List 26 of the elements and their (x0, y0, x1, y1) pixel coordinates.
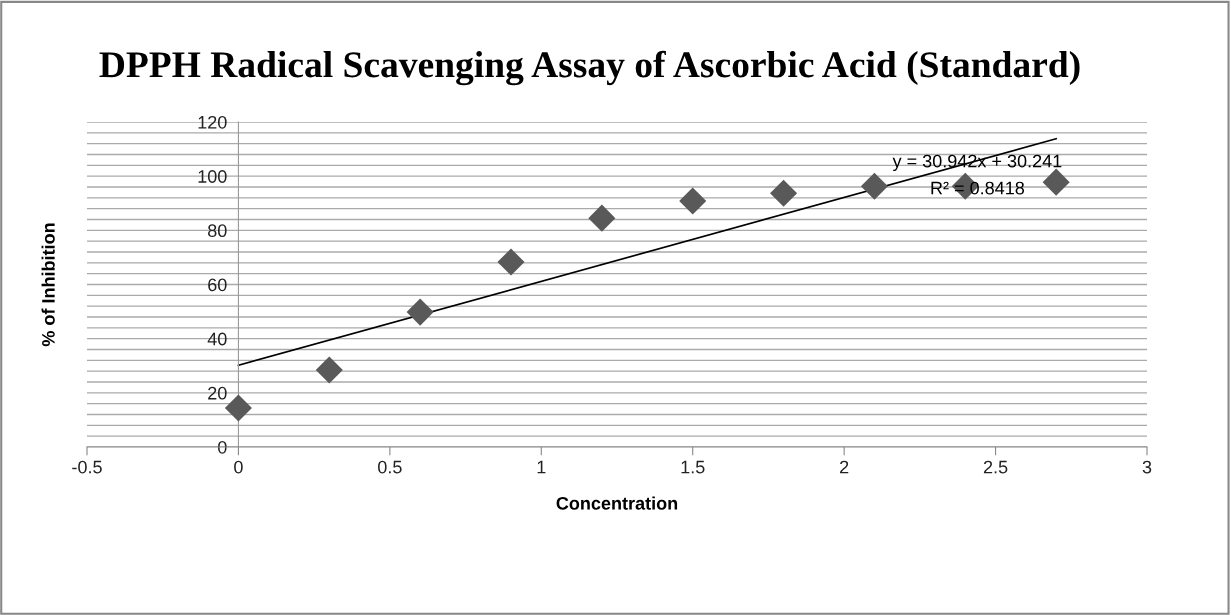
x-tick-label: 3 (1142, 460, 1152, 474)
x-axis-title: Concentration (556, 496, 678, 510)
point (770, 179, 798, 207)
point (679, 187, 707, 215)
y-tick-label: 120 (198, 115, 227, 129)
y-tick-label: 0 (217, 440, 227, 454)
x-tick-label: 1.5 (681, 460, 705, 474)
y-tick-label: 100 (198, 170, 227, 183)
y-tick-label: 60 (208, 278, 227, 292)
y-tick-label: 40 (207, 332, 227, 346)
x-tick-label: 1 (537, 460, 546, 474)
y-axis-title: % of Inhibition (41, 223, 55, 347)
point (406, 298, 434, 326)
point (588, 204, 616, 232)
y-tick-label: 80 (208, 224, 227, 238)
x-tick-label: 0 (234, 460, 243, 474)
x-tick-label: 0.5 (378, 460, 402, 474)
point (315, 356, 343, 384)
point (497, 248, 525, 276)
x-tick-label: 2 (840, 460, 849, 474)
y-tick-label: 20 (208, 386, 227, 400)
x-tick-label: -0.5 (72, 460, 102, 474)
chart-title: DPPH Radical Scavenging Assay of Ascorbic Acid (Standard) (99, 50, 1080, 86)
point (860, 172, 888, 200)
x-tick-label: 2.5 (983, 460, 1008, 474)
point (1042, 168, 1070, 196)
